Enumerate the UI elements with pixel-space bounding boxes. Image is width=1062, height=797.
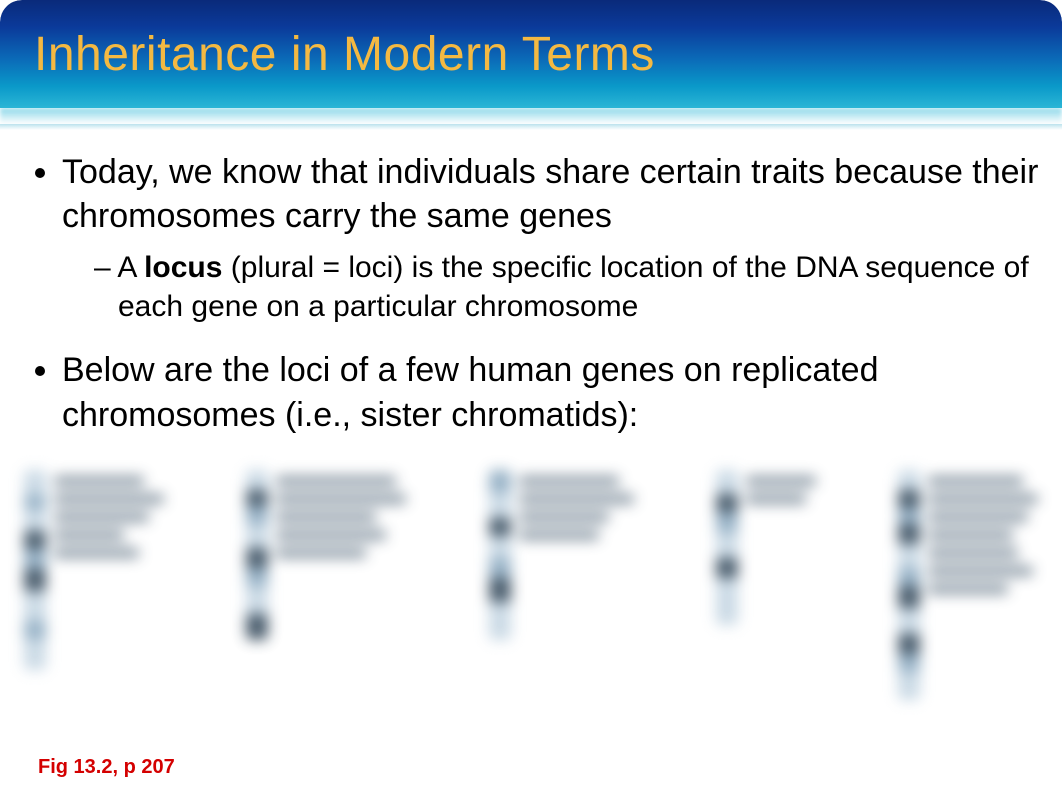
- chromosome-band: [489, 602, 511, 640]
- chromosome-band: [489, 470, 511, 492]
- gene-label: [519, 476, 619, 486]
- chromosome-band: [898, 544, 920, 568]
- chromosome-band: [246, 470, 268, 490]
- chromosome-group: [898, 470, 1038, 730]
- chromosome-band: [489, 536, 511, 558]
- chromosome-band: [246, 614, 268, 640]
- chromosome: [716, 470, 738, 625]
- gene-label-stack: [519, 476, 634, 540]
- chromosome-band: [898, 508, 920, 524]
- gene-label: [928, 548, 1018, 558]
- chromosome-band: [898, 568, 920, 586]
- chromosome-band: [24, 509, 46, 531]
- chromosome-band: [489, 578, 511, 602]
- gene-label: [54, 494, 164, 504]
- chromosome-band: [898, 634, 920, 654]
- chromosome-group: [716, 470, 816, 730]
- chromosome-band: [246, 490, 268, 506]
- gene-label: [928, 566, 1033, 576]
- bullet-2-text: Below are the loci of a few human genes …: [62, 351, 879, 433]
- chromosome-band: [246, 524, 268, 548]
- chromosome-band: [898, 672, 920, 700]
- chromosome-band: [24, 470, 46, 495]
- chromosome-band: [716, 578, 738, 625]
- chromosome-band: [898, 524, 920, 544]
- chromosome-band: [246, 568, 268, 586]
- gene-label: [54, 512, 149, 522]
- sub1-prefix: A: [117, 251, 144, 284]
- gene-label: [54, 548, 139, 558]
- gene-label: [928, 476, 1023, 486]
- gene-label: [928, 530, 1013, 540]
- chromosome-group: [24, 470, 164, 730]
- gene-label: [276, 512, 376, 522]
- header-glow: [0, 108, 1062, 124]
- chromosome: [24, 470, 46, 670]
- chromosome-group: [246, 470, 406, 730]
- chromosome-band: [716, 532, 738, 558]
- chromosome-band: [24, 621, 46, 639]
- content-area: Today, we know that individuals share ce…: [0, 130, 1062, 437]
- gene-label: [519, 530, 599, 540]
- chromosome: [246, 470, 268, 640]
- chromosome-band: [898, 470, 920, 490]
- chromosome-band: [24, 531, 46, 549]
- gene-label: [519, 494, 634, 504]
- chromosome-band: [24, 569, 46, 591]
- gene-label: [276, 530, 386, 540]
- chromosome-band: [716, 558, 738, 578]
- gene-label: [54, 530, 124, 540]
- chromosome-band: [716, 512, 738, 532]
- gene-label: [928, 494, 1038, 504]
- gene-label: [928, 584, 1008, 594]
- gene-label: [54, 476, 144, 486]
- subbullet-item-1: A locus (plural = loci) is the specific …: [94, 248, 1040, 326]
- gene-label: [746, 494, 806, 504]
- chromosome-group: [489, 470, 634, 730]
- slide: Inheritance in Modern Terms Today, we kn…: [0, 0, 1062, 797]
- chromosome-band: [489, 558, 511, 578]
- chromosome-band: [898, 654, 920, 672]
- slide-title: Inheritance in Modern Terms: [34, 27, 655, 82]
- gene-label: [928, 512, 1028, 522]
- chromosome-band: [246, 586, 268, 614]
- gene-label-stack: [54, 476, 164, 558]
- chromosome-band: [716, 470, 738, 494]
- chromosome-band: [489, 518, 511, 536]
- chromosome-band: [898, 490, 920, 508]
- gene-label: [746, 476, 816, 486]
- chromosome-band: [24, 549, 46, 569]
- bullet-1-text: Today, we know that individuals share ce…: [62, 153, 1038, 235]
- chromosome-band: [24, 495, 46, 509]
- chromosome-diagram: [0, 470, 1062, 730]
- gene-label-stack: [746, 476, 816, 504]
- header-band: Inheritance in Modern Terms: [0, 0, 1062, 108]
- chromosome-band: [716, 494, 738, 512]
- chromosome-band: [898, 608, 920, 634]
- chromosome-band: [246, 506, 268, 524]
- gene-label: [276, 494, 406, 504]
- chromosome: [898, 470, 920, 700]
- chromosome-band: [246, 548, 268, 568]
- gene-label-stack: [276, 476, 406, 558]
- gene-label-stack: [928, 476, 1038, 594]
- sub1-bold: locus: [144, 251, 222, 284]
- chromosome-band: [898, 586, 920, 608]
- gene-label: [276, 476, 396, 486]
- gene-label: [519, 512, 609, 522]
- subbullet-list: A locus (plural = loci) is the specific …: [62, 248, 1040, 326]
- chromosome-band: [24, 591, 46, 621]
- figure-caption: Fig 13.2, p 207: [38, 756, 175, 779]
- bullet-list: Today, we know that individuals share ce…: [22, 150, 1040, 437]
- sub1-rest: (plural = loci) is the specific location…: [118, 251, 1029, 323]
- gene-label: [276, 548, 366, 558]
- bullet-item-1: Today, we know that individuals share ce…: [62, 150, 1040, 326]
- bullet-item-2: Below are the loci of a few human genes …: [62, 348, 1040, 436]
- chromosome-band: [489, 492, 511, 518]
- chromosome-band: [24, 639, 46, 670]
- chromosome: [489, 470, 511, 640]
